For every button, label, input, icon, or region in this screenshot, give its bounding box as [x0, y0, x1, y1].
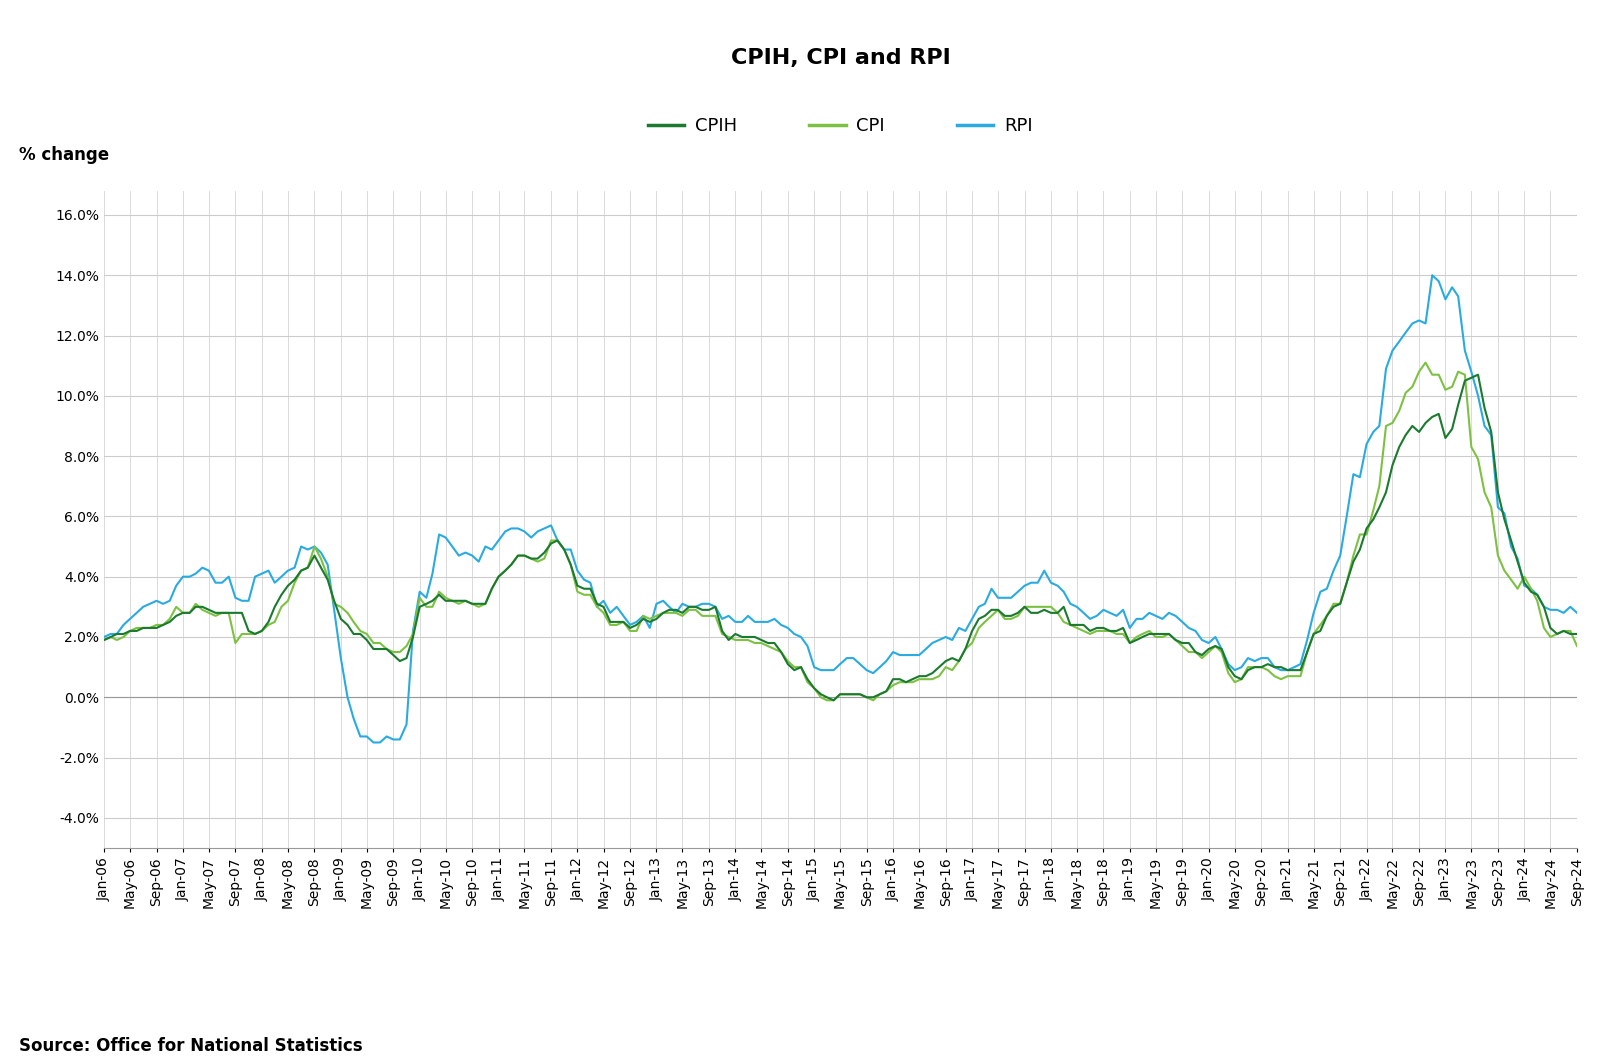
Line: CPIH: CPIH: [104, 374, 1577, 701]
Legend: CPIH, CPI, RPI: CPIH, CPI, RPI: [640, 110, 1041, 142]
Text: CPIH, CPI and RPI: CPIH, CPI and RPI: [730, 48, 951, 68]
Text: % change: % change: [19, 146, 109, 164]
Text: Source: Office for National Statistics: Source: Office for National Statistics: [19, 1037, 363, 1055]
Line: RPI: RPI: [104, 276, 1577, 742]
Line: CPI: CPI: [104, 363, 1577, 701]
